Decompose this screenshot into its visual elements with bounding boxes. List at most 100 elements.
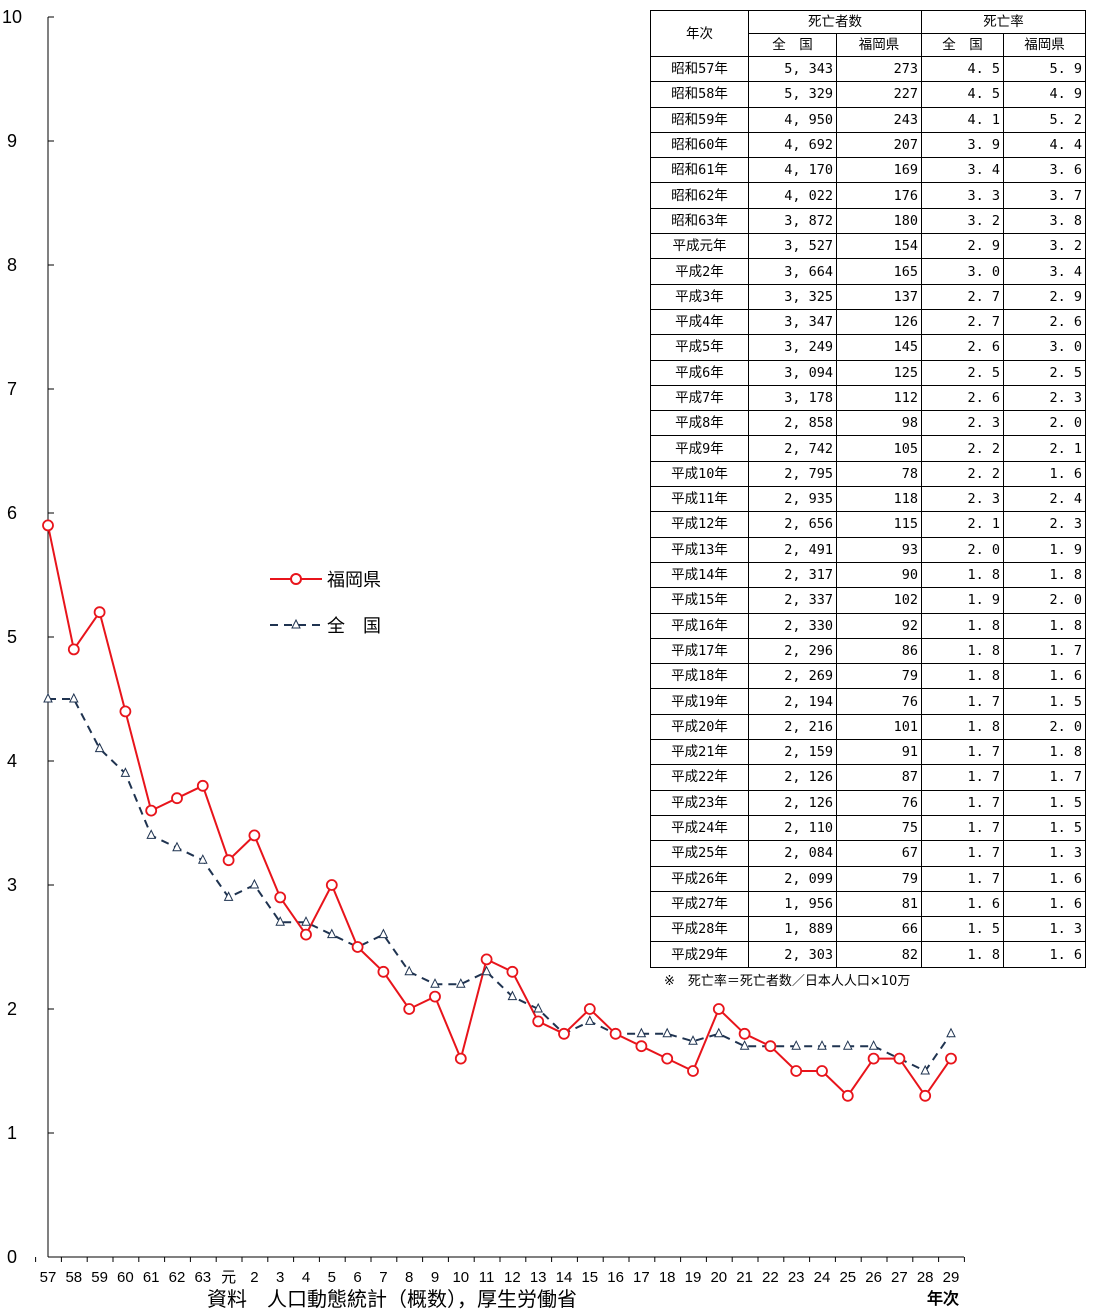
cell-rate-fukuoka: 2. 6 — [1003, 308, 1086, 336]
x-tick-label: 23 — [788, 1269, 805, 1286]
cell-year: 平成2年 — [650, 258, 749, 285]
data-point-fukuoka — [145, 804, 158, 817]
cell-rate-national: 1. 5 — [921, 916, 1004, 943]
cell-rate-fukuoka: 2. 5 — [1003, 359, 1086, 386]
y-tick-label: 10 — [2, 7, 22, 27]
cell-rate-national: 2. 0 — [921, 536, 1004, 563]
cell-deaths-fukuoka: 67 — [836, 840, 922, 867]
x-tick-label: 14 — [556, 1269, 573, 1286]
cell-year: 平成27年 — [650, 890, 749, 918]
data-point-fukuoka — [119, 705, 132, 718]
x-axis-label: 年次 — [927, 1289, 959, 1308]
y-tick-label: 9 — [7, 131, 17, 151]
cell-rate-national: 1. 8 — [921, 663, 1004, 690]
cell-year: 平成9年 — [650, 435, 749, 462]
table-row: 昭和60年 4, 692 207 3. 9 4. 4 — [650, 131, 1086, 159]
cell-deaths-national: 2, 795 — [748, 460, 837, 488]
cell-rate-national: 1. 7 — [921, 865, 1004, 892]
cell-deaths-national: 3, 249 — [748, 334, 837, 361]
cell-deaths-national: 2, 337 — [748, 587, 837, 614]
cell-rate-fukuoka: 2. 0 — [1003, 587, 1086, 614]
table-row: 昭和59年 4, 950 243 4. 1 5. 2 — [650, 106, 1086, 133]
cell-year: 平成19年 — [650, 688, 749, 715]
cell-deaths-fukuoka: 101 — [836, 713, 922, 741]
cell-rate-national: 3. 4 — [921, 157, 1004, 184]
cell-year: 平成13年 — [650, 536, 749, 563]
cell-deaths-national: 2, 858 — [748, 410, 837, 437]
table-row: 平成18年 2, 269 79 1. 8 1. 6 — [650, 663, 1086, 690]
cell-rate-fukuoka: 5. 2 — [1003, 106, 1086, 133]
cell-year: 平成元年 — [650, 233, 749, 260]
table-row: 平成20年 2, 216 101 1. 8 2. 0 — [650, 713, 1086, 741]
cell-rate-fukuoka: 1. 8 — [1003, 561, 1086, 589]
cell-year: 平成16年 — [650, 612, 749, 639]
table-row: 平成19年 2, 194 76 1. 7 1. 5 — [650, 688, 1086, 715]
table-subheader-row: 全 国 福岡県 全 国 福岡県 — [651, 33, 1086, 57]
data-point-national — [68, 692, 79, 703]
x-tick-label: 60 — [117, 1269, 134, 1286]
cell-year: 平成21年 — [650, 739, 749, 766]
data-point-fukuoka — [171, 792, 183, 805]
cell-deaths-national: 4, 950 — [748, 106, 837, 133]
cell-deaths-national: 2, 491 — [748, 536, 837, 563]
table-row: 平成27年 1, 956 81 1. 6 1. 6 — [650, 890, 1086, 918]
x-tick-label: 24 — [814, 1269, 831, 1286]
cell-rate-national: 2. 2 — [921, 435, 1004, 462]
data-point-national — [326, 928, 337, 939]
cell-rate-fukuoka: 1. 6 — [1003, 890, 1086, 918]
x-tick-label: 61 — [143, 1269, 160, 1286]
table-row: 平成15年 2, 337 102 1. 9 2. 0 — [650, 587, 1086, 614]
data-point-national — [868, 1040, 879, 1050]
cell-deaths-national: 3, 178 — [748, 384, 837, 412]
data-point-national — [249, 878, 260, 889]
cell-rate-fukuoka: 1. 7 — [1003, 764, 1086, 791]
cell-rate-fukuoka: 2. 0 — [1003, 410, 1086, 437]
cell-rate-national: 3. 0 — [921, 258, 1004, 285]
data-point-fukuoka — [841, 1089, 854, 1102]
cell-rate-national: 1. 6 — [921, 890, 1004, 918]
table-header-row: 年次 死亡者数 死亡率 — [650, 10, 1086, 57]
data-point-fukuoka — [816, 1065, 828, 1077]
data-point-national — [223, 891, 234, 901]
data-point-fukuoka — [403, 1003, 416, 1015]
x-tick-label: 59 — [91, 1269, 108, 1286]
x-tick-label: 13 — [530, 1269, 547, 1286]
cell-deaths-fukuoka: 165 — [836, 258, 922, 285]
table-row: 平成2年 3, 664 165 3. 0 3. 4 — [650, 258, 1086, 285]
cell-deaths-fukuoka: 87 — [836, 764, 922, 791]
table-row: 平成7年 3, 178 112 2. 6 2. 3 — [650, 384, 1086, 412]
cell-year: 平成18年 — [650, 663, 749, 690]
x-tick-label: 58 — [65, 1269, 82, 1286]
cell-deaths-national: 3, 347 — [748, 308, 837, 336]
cell-rate-fukuoka: 1. 3 — [1003, 916, 1086, 943]
cell-rate-fukuoka: 3. 2 — [1003, 233, 1086, 260]
data-point-national — [713, 1027, 724, 1038]
cell-deaths-fukuoka: 118 — [836, 486, 922, 513]
data-table: 年次 死亡者数 死亡率 全 国 福岡県 全 国 福岡県 昭和57年 5, 343 2… — [650, 10, 1086, 968]
cell-deaths-national: 2, 099 — [748, 865, 837, 892]
cell-deaths-national: 5, 343 — [748, 55, 837, 83]
x-tick-label: 19 — [685, 1269, 702, 1286]
legend-label-national: 全 国 — [327, 616, 381, 637]
cell-deaths-fukuoka: 125 — [836, 359, 922, 386]
cell-rate-fukuoka: 2. 3 — [1003, 384, 1086, 412]
table-row: 平成17年 2, 296 86 1. 8 1. 7 — [650, 637, 1086, 665]
cell-deaths-fukuoka: 176 — [836, 182, 922, 209]
data-point-fukuoka — [532, 1015, 545, 1028]
y-tick-label: 7 — [7, 379, 17, 399]
cell-rate-national: 1. 8 — [921, 561, 1004, 589]
cell-deaths-fukuoka: 154 — [836, 233, 922, 260]
cell-deaths-fukuoka: 81 — [836, 890, 922, 918]
x-tick-label: 12 — [504, 1269, 521, 1286]
table-row: 平成24年 2, 110 75 1. 7 1. 5 — [650, 814, 1086, 842]
cell-rate-national: 2. 2 — [921, 460, 1004, 488]
cell-deaths-fukuoka: 102 — [836, 587, 922, 614]
cell-year: 平成5年 — [650, 334, 749, 361]
x-tick-label: 57 — [40, 1269, 57, 1286]
cell-deaths-national: 2, 330 — [748, 612, 837, 639]
data-point-national — [94, 742, 105, 753]
cell-rate-fukuoka: 3. 0 — [1003, 334, 1086, 361]
cell-year: 平成25年 — [650, 840, 749, 867]
cell-rate-fukuoka: 1. 5 — [1003, 688, 1086, 715]
cell-year: 平成24年 — [650, 814, 749, 842]
